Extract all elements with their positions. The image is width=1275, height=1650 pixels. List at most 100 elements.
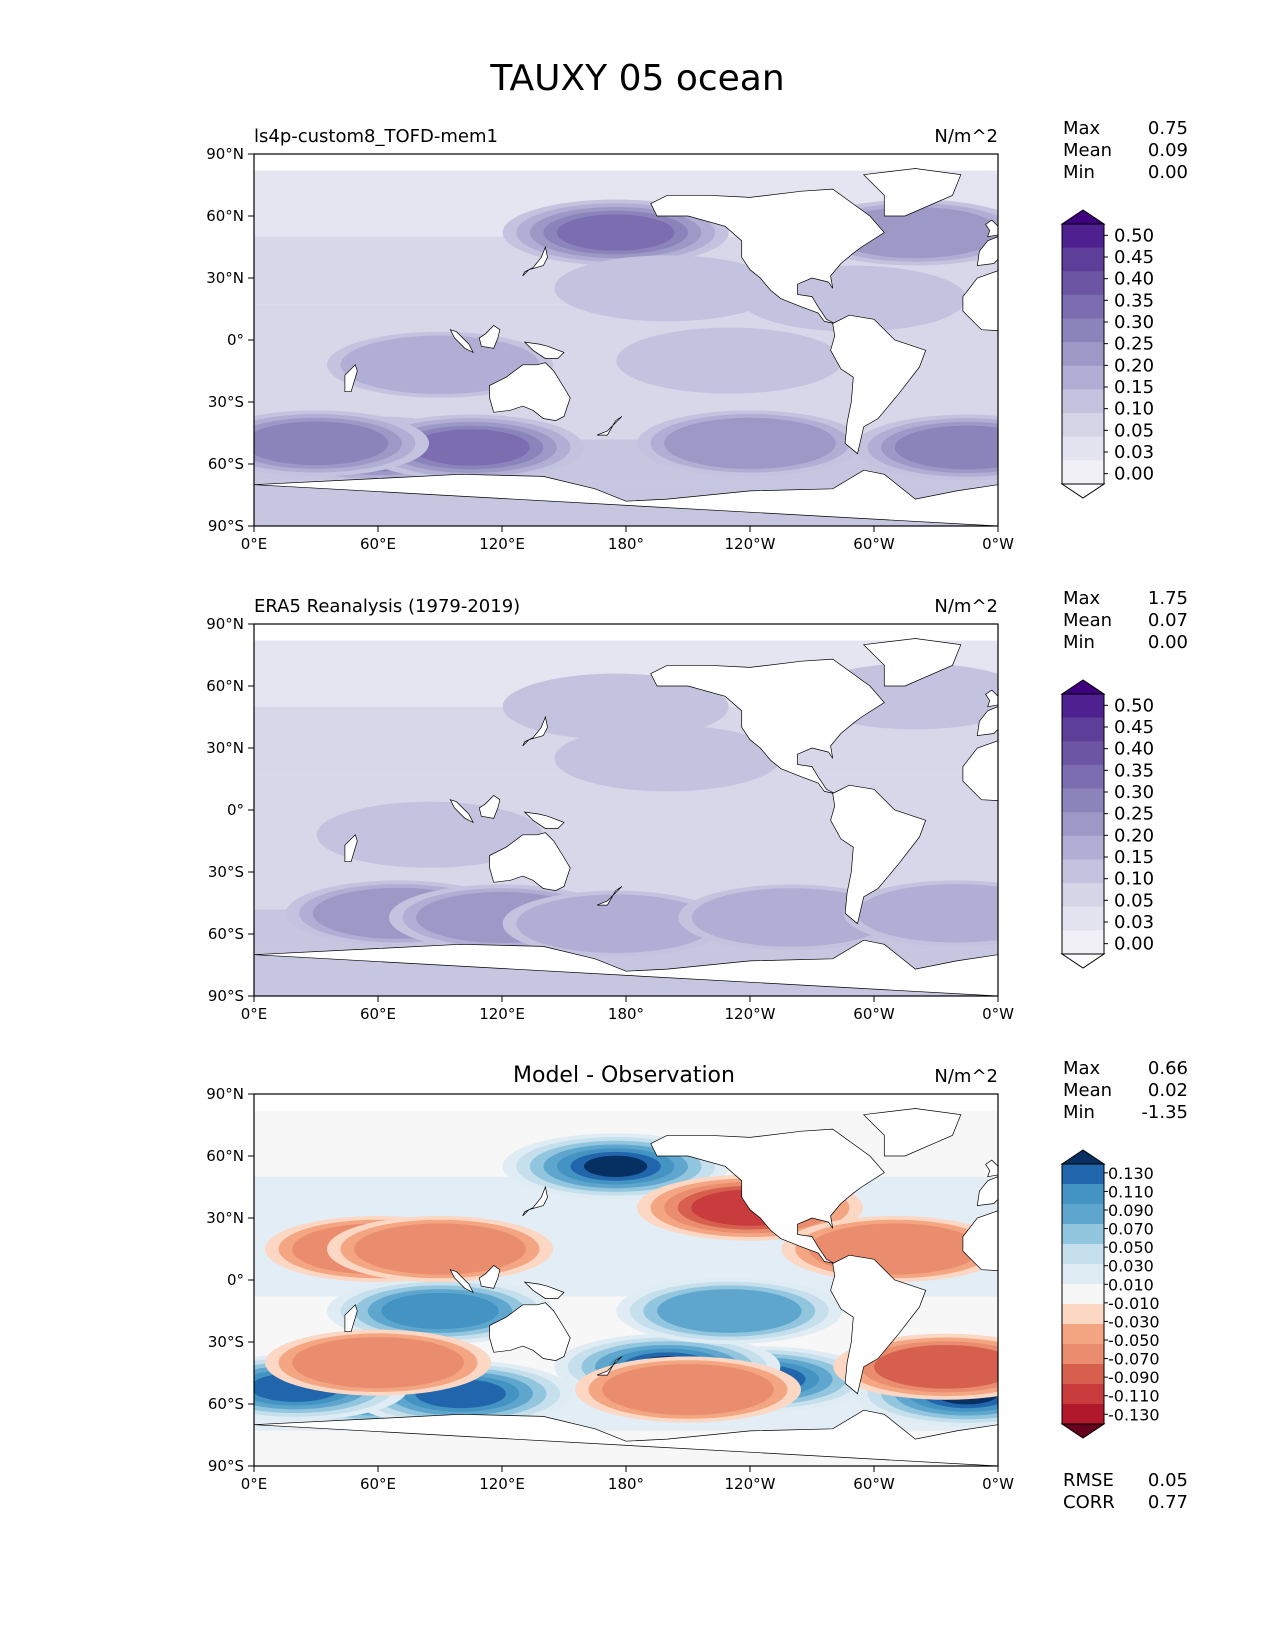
colorbar-frame <box>1061 693 1105 955</box>
coastline-africa <box>962 1210 998 1271</box>
stat-value: 0.02 <box>1148 1080 1188 1101</box>
coastline-north-america <box>650 188 885 324</box>
colorbar-label: 0.010 <box>1108 1275 1154 1294</box>
coastline-new-guinea <box>523 811 565 829</box>
coastline-south-america <box>830 784 927 925</box>
stat-label: Mean <box>1063 140 1112 161</box>
colorbar-segment <box>1062 224 1104 249</box>
colorbar-segment <box>1062 271 1104 296</box>
landmasses <box>254 1108 998 1466</box>
colorbar-segment <box>1062 1404 1104 1425</box>
colorbar-extend-top <box>1060 679 1106 695</box>
y-tick-label: 0° <box>227 801 244 819</box>
y-tick-label: 60°N <box>206 677 244 695</box>
colorbar-segment <box>1062 764 1104 790</box>
colorbar-segment <box>1062 1304 1104 1325</box>
coastline-greenland <box>862 1108 962 1157</box>
colorbar-label: -0.010 <box>1108 1294 1160 1313</box>
coastline-borneo <box>478 795 501 819</box>
panel-title: Model - Observation <box>513 1063 735 1088</box>
data-blob <box>664 417 836 469</box>
x-tick-label: 0°E <box>241 1005 268 1023</box>
y-tick-label: 90°S <box>208 517 244 535</box>
x-tick-label: 120°E <box>479 535 525 553</box>
coastline-north-america <box>650 1128 885 1264</box>
colorbar-segment <box>1062 1204 1104 1225</box>
x-tick-label: 60°E <box>360 535 396 553</box>
colorbar-label: 0.25 <box>1114 804 1154 825</box>
colorbar-segment <box>1062 741 1104 766</box>
coastline-new-guinea <box>523 1281 565 1299</box>
panel-3: 0°E 60°E 120°E 180° 120°W 60°W 0°W 90°N 60°N 30°N… <box>206 1058 1188 1513</box>
coastline-sumatra <box>449 329 474 354</box>
stat-value: 0.75 <box>1148 118 1188 139</box>
colorbar-label: 0.030 <box>1108 1257 1154 1276</box>
map-field <box>254 1094 998 1466</box>
colorbar-segment <box>1062 1224 1104 1245</box>
stat-value: 0.66 <box>1148 1058 1188 1079</box>
coastline-europe-asia <box>976 1176 998 1207</box>
y-tick-label: 30°N <box>206 739 244 757</box>
landmasses <box>254 638 998 996</box>
colorbar-label: -0.090 <box>1108 1368 1160 1387</box>
stat-label: Max <box>1063 1058 1101 1079</box>
y-tick-label: 90°S <box>208 1457 244 1475</box>
stat-value: 0.09 <box>1148 140 1188 161</box>
colorbar-label: 0.45 <box>1114 717 1154 738</box>
y-tick-label: 90°N <box>206 145 244 163</box>
data-blob <box>691 888 891 947</box>
stat-label: Min <box>1063 162 1095 183</box>
coastline-greenland <box>862 638 962 687</box>
coastline-new-zealand <box>596 416 623 436</box>
x-tick-label: 60°W <box>853 535 895 553</box>
x-tick-label: 60°E <box>360 1005 396 1023</box>
coastline-australia <box>489 832 571 891</box>
x-tick-label: 0°W <box>982 535 1014 553</box>
colorbar-label: 0.130 <box>1108 1164 1154 1183</box>
data-blob <box>874 1344 998 1389</box>
x-tick-label: 120°W <box>725 535 776 553</box>
colorbar-segment <box>1062 460 1104 485</box>
stat-label: Mean <box>1063 610 1112 631</box>
colorbar-label: 0.10 <box>1114 399 1154 420</box>
data-blob <box>554 255 781 322</box>
stat-label: Max <box>1063 118 1101 139</box>
coastline-africa <box>962 270 998 331</box>
colorbar-segment <box>1062 294 1104 320</box>
colorbar-segment <box>1062 413 1104 438</box>
colorbar-label: -0.030 <box>1108 1312 1160 1331</box>
data-blob <box>381 1292 499 1330</box>
x-tick-label: 120°E <box>479 1005 525 1023</box>
colorbar-segment <box>1062 1164 1104 1185</box>
coastline-borneo <box>478 325 501 349</box>
colorbar-label: 0.110 <box>1108 1182 1154 1201</box>
x-tick-label: 60°W <box>853 1005 895 1023</box>
coastline-japan <box>522 245 548 277</box>
y-tick-label: 30°S <box>208 393 244 411</box>
y-tick-label: 60°S <box>208 455 244 473</box>
coastline-uk <box>985 689 998 708</box>
stat-value: 0.07 <box>1148 610 1188 631</box>
metric-label: RMSE <box>1063 1470 1114 1491</box>
coastline-south-america <box>830 314 927 455</box>
data-blob <box>316 801 543 868</box>
colorbar-segment <box>1062 1384 1104 1405</box>
stat-value: 0.00 <box>1148 162 1188 183</box>
y-tick-label: 30°S <box>208 863 244 881</box>
colorbar-label: -0.070 <box>1108 1350 1160 1369</box>
data-blob <box>292 1337 464 1389</box>
y-tick-label: 90°N <box>206 615 244 633</box>
data-blob <box>254 421 389 466</box>
metric-value: 0.05 <box>1148 1470 1188 1491</box>
colorbar-segment <box>1062 1344 1104 1365</box>
colorbar-segment <box>1062 1184 1104 1205</box>
coastline-uk <box>985 219 998 238</box>
colorbar-label: 0.40 <box>1114 739 1154 760</box>
colorbar-segment <box>1062 906 1104 931</box>
coastline-antarctica <box>254 939 998 996</box>
coastline-japan <box>522 715 548 747</box>
colorbar-label: 0.15 <box>1114 377 1154 398</box>
x-tick-label: 60°E <box>360 1475 396 1493</box>
coastline-new-guinea <box>523 341 565 359</box>
y-tick-label: 90°N <box>206 1085 244 1103</box>
